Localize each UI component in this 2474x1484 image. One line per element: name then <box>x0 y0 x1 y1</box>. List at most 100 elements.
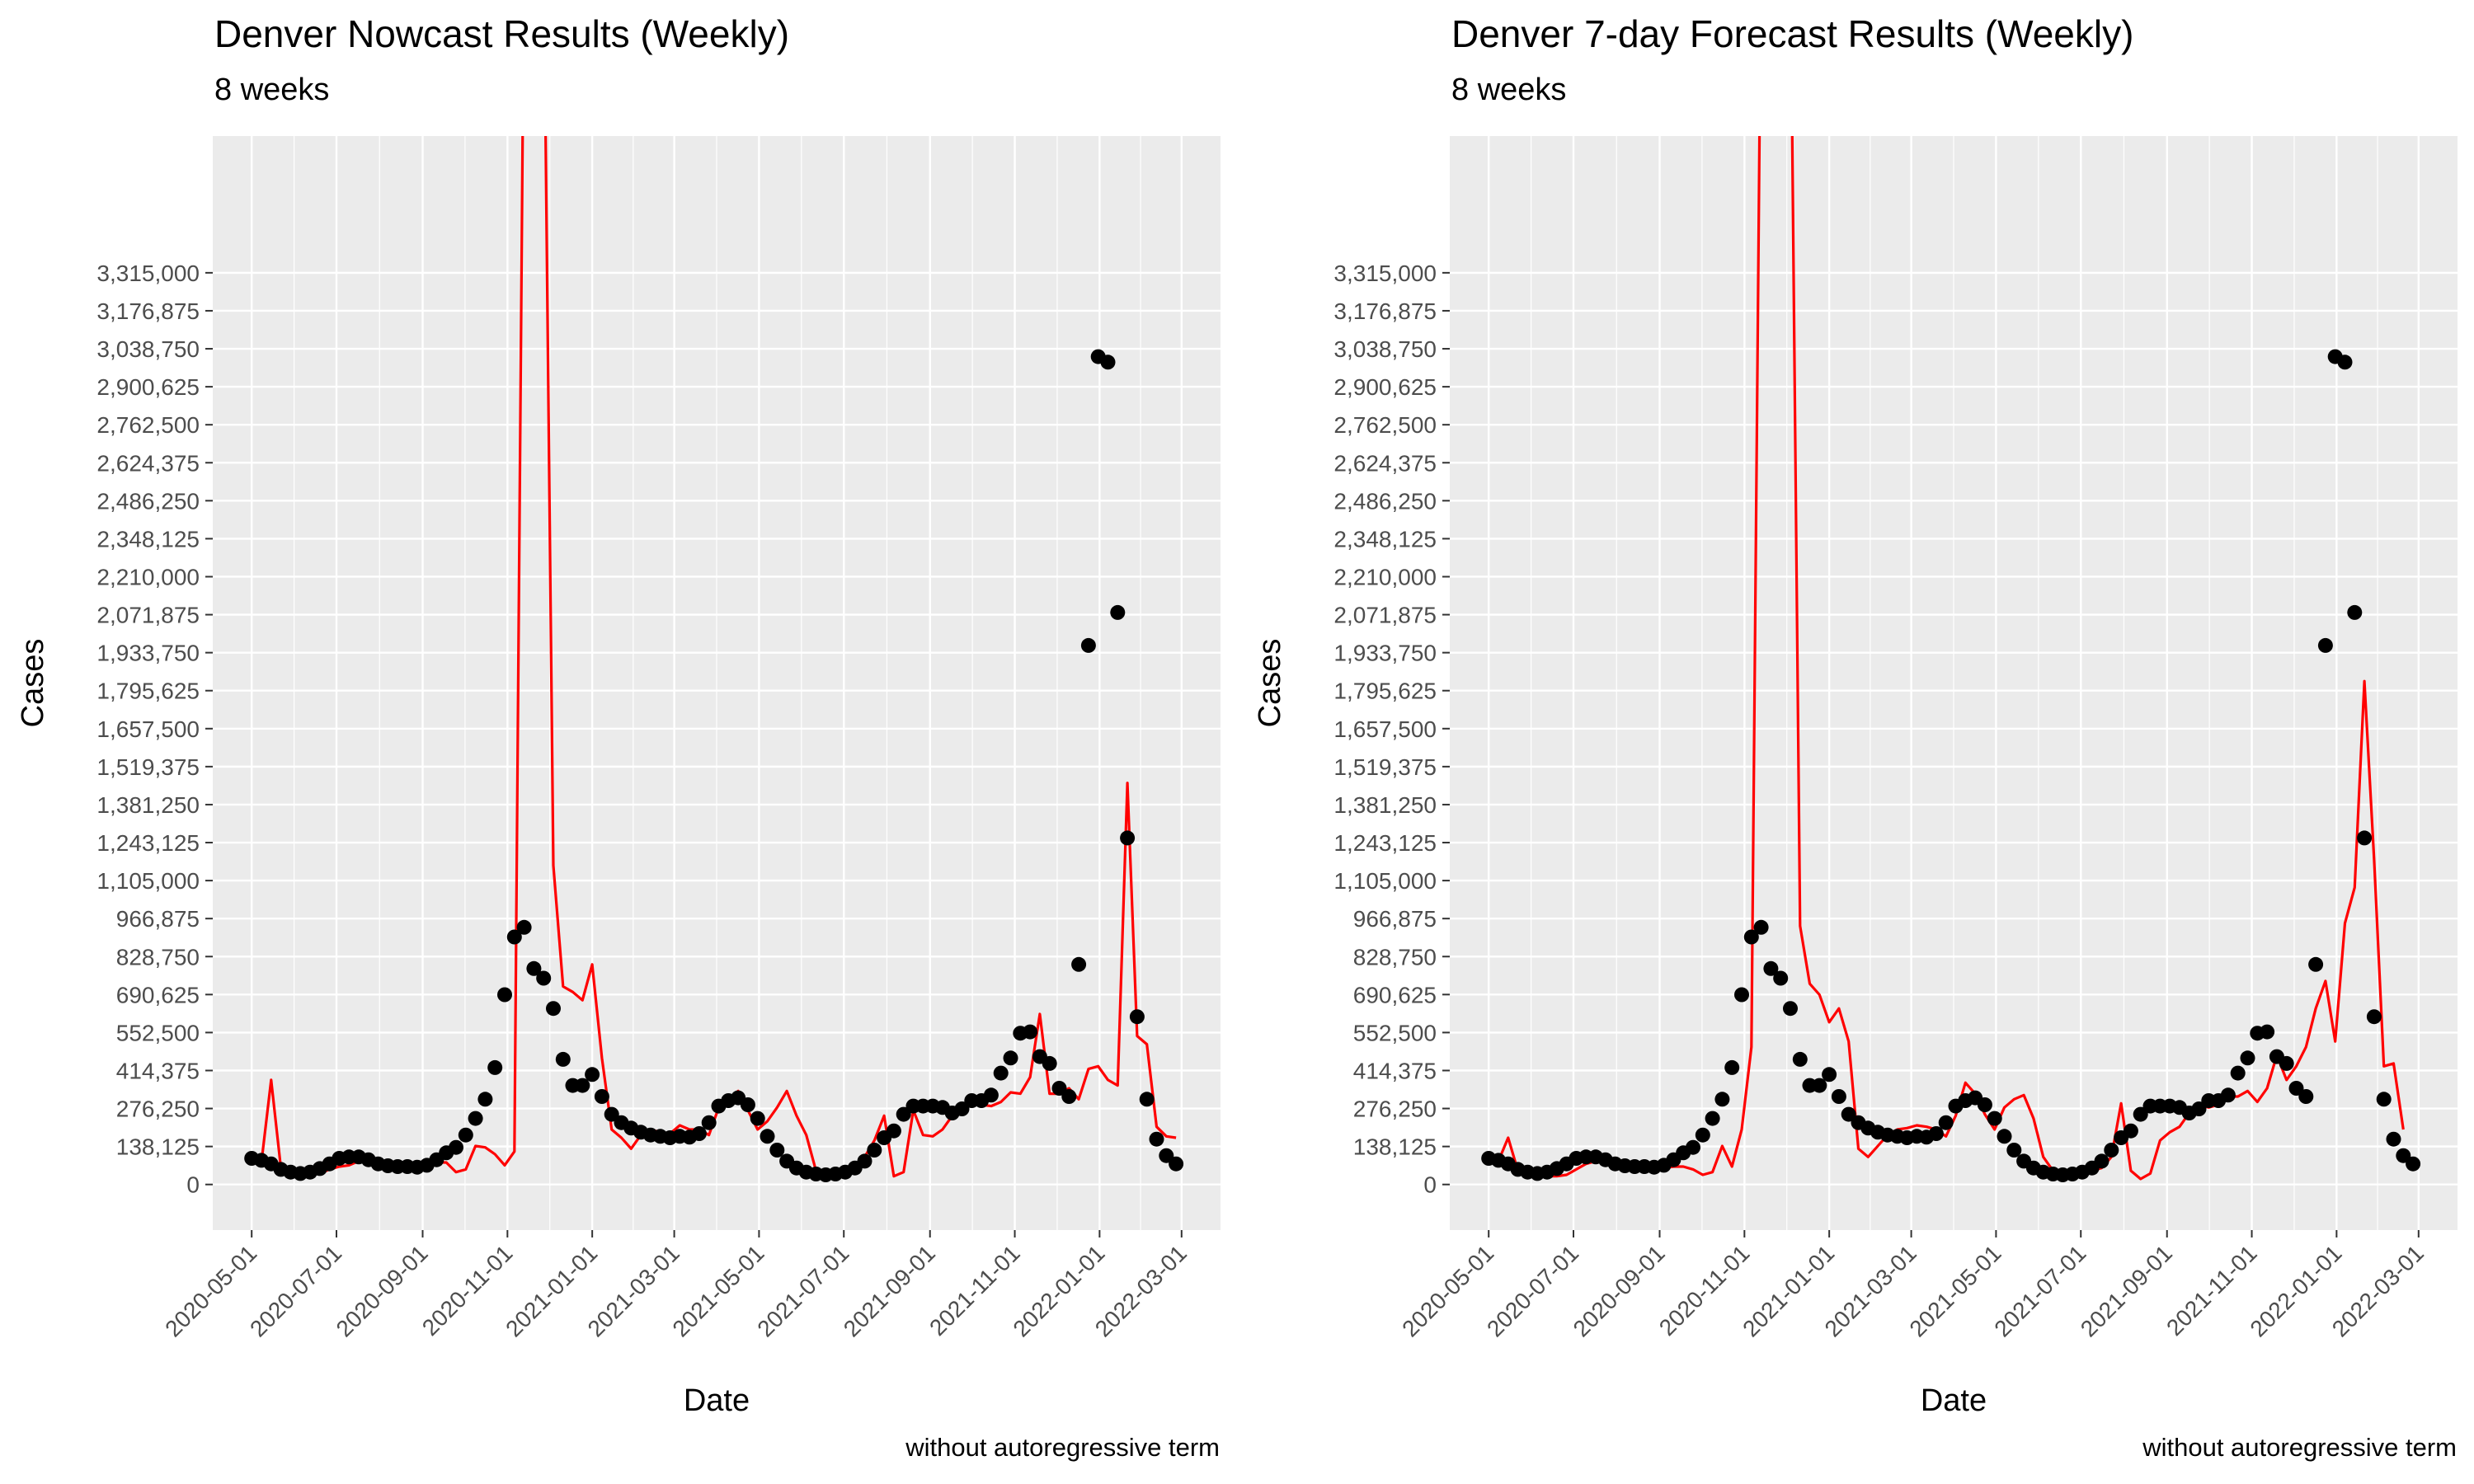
observed-point <box>536 970 552 986</box>
observed-point <box>1003 1050 1018 1066</box>
x-tick-label: 2021-09-01 <box>839 1240 940 1341</box>
y-tick-label: 2,900,625 <box>1333 374 1437 400</box>
observed-point <box>867 1143 882 1158</box>
observed-point <box>2386 1131 2401 1147</box>
observed-point <box>1812 1078 1827 1093</box>
x-axis-title: Date <box>684 1383 750 1418</box>
x-tick-label: 2021-05-01 <box>1904 1240 2006 1341</box>
y-tick-label: 0 <box>186 1172 200 1198</box>
y-tick-label: 1,933,750 <box>96 641 200 666</box>
observed-point <box>2298 1089 2314 1104</box>
observed-point <box>691 1126 707 1141</box>
observed-point <box>2240 1050 2255 1066</box>
observed-point <box>1023 1024 1038 1040</box>
observed-point <box>2366 1009 2382 1025</box>
y-tick-label: 2,624,375 <box>1333 450 1437 476</box>
observed-point <box>1149 1131 1164 1147</box>
chart-caption: without autoregressive term <box>2142 1433 2457 1462</box>
observed-point <box>896 1106 911 1122</box>
observed-point <box>604 1106 619 1122</box>
y-tick-label: 3,038,750 <box>1333 336 1437 362</box>
observed-point <box>1169 1156 1184 1172</box>
observed-point <box>2357 830 2373 846</box>
observed-point <box>1938 1115 1954 1130</box>
observed-point <box>1783 1001 1798 1017</box>
x-tick-label: 2020-07-01 <box>1482 1240 1583 1341</box>
y-tick-label: 2,762,500 <box>1333 412 1437 438</box>
x-tick-label: 2021-05-01 <box>667 1240 769 1341</box>
observed-point <box>769 1143 785 1158</box>
observed-point <box>1686 1139 1700 1155</box>
observed-point <box>1763 960 1779 976</box>
y-tick-label: 3,315,000 <box>96 261 200 286</box>
observed-point <box>506 929 522 945</box>
x-tick-label: 2020-09-01 <box>1569 1240 1670 1341</box>
x-tick-label: 2021-07-01 <box>1989 1240 2091 1341</box>
y-tick-label: 2,210,000 <box>96 564 200 589</box>
chart-subtitle: 8 weeks <box>214 73 330 107</box>
nowcast-chart: 0 138,125 276,250 414,375 552,500 690,625 828,… <box>16 12 1221 1462</box>
observed-point <box>2396 1148 2411 1163</box>
y-tick-label: 138,125 <box>1353 1134 1437 1160</box>
observed-point <box>2406 1156 2421 1172</box>
observed-point <box>487 1059 503 1075</box>
plot-series <box>244 136 1184 1182</box>
y-tick-label: 2,762,500 <box>96 412 200 438</box>
y-tick-label: 1,933,750 <box>1333 641 1437 666</box>
observed-point <box>2260 1024 2275 1040</box>
observed-point <box>2376 1092 2392 1107</box>
observed-point <box>449 1139 463 1155</box>
observed-point <box>477 1092 493 1107</box>
x-tick-label: 2020-09-01 <box>332 1240 433 1341</box>
observed-point <box>1792 1051 1808 1067</box>
y-tick-label: 2,071,875 <box>1333 603 1437 628</box>
y-tick-label: 690,625 <box>116 982 200 1007</box>
chart-caption: without autoregressive term <box>905 1433 1220 1462</box>
y-tick-label: 3,176,875 <box>1333 298 1437 324</box>
observed-point <box>701 1115 717 1130</box>
observed-point <box>1724 1059 1740 1075</box>
observed-point <box>2347 604 2363 620</box>
y-tick-label: 2,348,125 <box>1333 526 1437 552</box>
plot-series <box>1481 136 2421 1182</box>
observed-point <box>594 1089 609 1104</box>
observed-point <box>575 1078 590 1093</box>
observed-point <box>1100 355 1116 370</box>
y-tick-label: 1,795,625 <box>96 679 200 704</box>
nowcast-plot: 0 138,125 276,250 414,375 552,500 690,625 828,… <box>16 136 1221 1418</box>
y-tick-label: 3,038,750 <box>96 336 200 362</box>
observed-point <box>1695 1127 1710 1143</box>
observed-point <box>555 1051 571 1067</box>
y-tick-label: 1,519,375 <box>1333 754 1437 780</box>
y-tick-label: 2,071,875 <box>96 603 200 628</box>
y-tick-label: 2,348,125 <box>96 526 200 552</box>
observed-point <box>1977 1097 1992 1112</box>
observed-point <box>1987 1111 2002 1126</box>
y-tick-label: 1,381,250 <box>96 792 200 818</box>
observed-point <box>1822 1067 1837 1082</box>
observed-point <box>526 960 542 976</box>
y-tick-label: 2,624,375 <box>96 450 200 476</box>
observed-point <box>1129 1009 1145 1025</box>
observed-point <box>857 1153 872 1169</box>
y-tick-label: 828,750 <box>116 944 200 970</box>
observed-point <box>2104 1143 2119 1158</box>
observed-point <box>1743 929 1759 945</box>
observed-point <box>1159 1148 1174 1163</box>
x-tick-label: 2020-05-01 <box>160 1240 261 1341</box>
y-tick-label: 1,381,250 <box>1333 792 1437 818</box>
observed-point <box>2308 956 2324 972</box>
observed-point <box>740 1097 755 1112</box>
observed-point <box>1061 1089 1077 1104</box>
y-tick-label: 0 <box>1423 1172 1437 1198</box>
y-tick-label: 690,625 <box>1353 982 1437 1007</box>
observed-point <box>1120 830 1136 846</box>
y-tick-label: 276,250 <box>116 1097 200 1122</box>
observed-point <box>1841 1106 1856 1122</box>
observed-point <box>1080 637 1096 653</box>
observed-point <box>2123 1123 2138 1139</box>
chart-subtitle: 8 weeks <box>1451 73 1567 107</box>
observed-point <box>468 1111 483 1126</box>
y-tick-label: 1,105,000 <box>96 868 200 894</box>
observed-point <box>2317 637 2333 653</box>
